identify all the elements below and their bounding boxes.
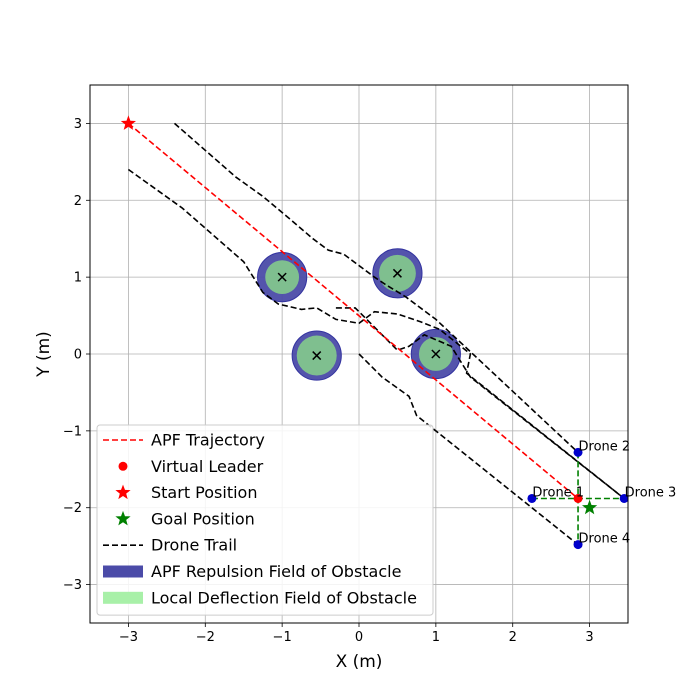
legend-box <box>96 424 434 616</box>
y-tick-label: −3 <box>63 578 82 593</box>
drone-marker <box>573 540 583 550</box>
legend-star-swatch <box>115 484 131 500</box>
data-layer <box>120 115 628 550</box>
y-tick-label: 3 <box>74 117 82 132</box>
obstacle-center-marker <box>431 349 441 359</box>
legend-label: Drone Trail <box>151 536 237 555</box>
drone-label: Drone 4 <box>579 532 631 547</box>
legend-star-swatch <box>115 510 131 526</box>
virtual-leader-marker <box>573 493 583 503</box>
x-tick-label: 3 <box>585 630 593 645</box>
x-tick-label: −2 <box>196 630 215 645</box>
legend-dot-swatch <box>118 461 128 471</box>
drone-trail-line <box>335 307 625 500</box>
obstacle-center-marker <box>277 272 287 282</box>
start-position-marker <box>120 115 136 130</box>
legend: APF Trajectory Virtual Leader Start Positi… <box>96 424 434 616</box>
obstacle-center-marker <box>392 268 402 278</box>
y-axis-label: Y (m) <box>34 331 54 378</box>
legend-patch-swatch <box>103 565 143 578</box>
y-tick-label: 0 <box>74 348 82 363</box>
legend-patch-swatch <box>103 591 143 604</box>
drone-marker <box>527 493 537 503</box>
y-tick-label: −2 <box>63 501 82 516</box>
drone-labels: Drone 1 Drone 2 Drone 3 Drone 4 <box>532 439 676 546</box>
drone-trail-line <box>127 168 625 500</box>
legend-label: Virtual Leader <box>151 457 264 476</box>
x-tick-label: 2 <box>509 630 517 645</box>
drone-label: Drone 3 <box>625 485 677 500</box>
y-tick-label: −1 <box>63 424 82 439</box>
legend-label: APF Trajectory <box>151 431 265 450</box>
drone-label: Drone 2 <box>579 439 631 454</box>
ticks: −3 −2 −1 0 1 2 3 −3 −2 −1 0 1 2 3 <box>63 117 594 645</box>
legend-label: APF Repulsion Field of Obstacle <box>151 562 401 581</box>
y-tick-label: 1 <box>74 271 82 286</box>
x-tick-label: 1 <box>432 630 440 645</box>
obstacle-center-marker <box>312 351 322 361</box>
legend-label: Local Deflection Field of Obstacle <box>151 588 417 607</box>
drone-marker <box>619 493 628 503</box>
apf-trajectory-line <box>127 122 579 500</box>
drone-trail-line <box>173 122 579 453</box>
drone-label: Drone 1 <box>532 485 584 500</box>
legend-label: Start Position <box>151 483 257 502</box>
x-axis-label: X (m) <box>336 652 383 672</box>
goal-position-marker <box>582 499 598 515</box>
drone-marker <box>573 447 583 457</box>
x-tick-label: −3 <box>119 630 138 645</box>
x-tick-label: 0 <box>355 630 363 645</box>
y-tick-label: 2 <box>74 194 82 209</box>
x-tick-label: −1 <box>273 630 292 645</box>
legend-label: Goal Position <box>151 509 255 528</box>
drone-trail-line <box>358 353 579 546</box>
